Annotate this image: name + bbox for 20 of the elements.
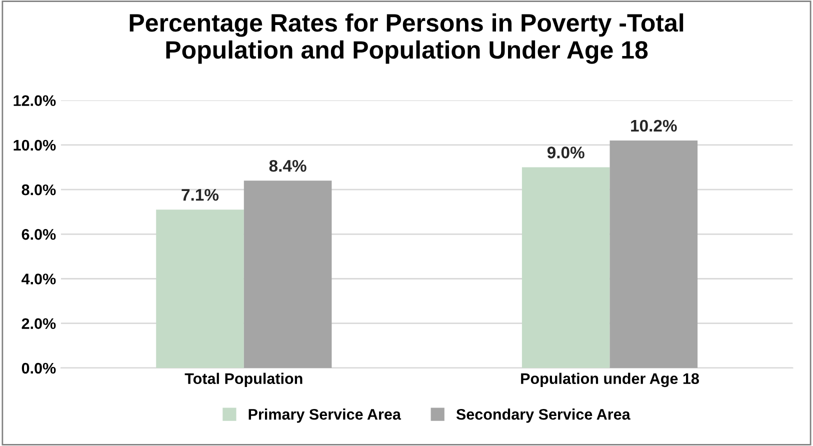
y-tick-label: 4.0% — [22, 274, 56, 284]
x-tick-label: Total Population — [184, 372, 302, 388]
bar — [522, 167, 610, 368]
bar — [610, 140, 698, 368]
y-tick-label: 2.0% — [22, 318, 56, 330]
x-tick-label: Population under Age 18 — [521, 372, 699, 388]
y-tick-label: 12.0% — [14, 95, 56, 106]
legend-label: Primary Service Area — [248, 408, 402, 423]
y-tick-label: 10.0% — [14, 140, 56, 151]
chart-title: Percentage Rates for Persons in Poverty -Total Population and Population Under Age 18 — [130, 13, 684, 64]
bar — [156, 210, 244, 368]
data-label: 9.0% — [547, 146, 584, 158]
bar — [244, 180, 332, 368]
data-label: 8.4% — [269, 160, 306, 172]
y-tick-label: 0.0% — [22, 362, 56, 374]
y-tick-label: 8.0% — [22, 184, 56, 196]
data-label: 10.2% — [631, 120, 677, 132]
y-tick-label: 6.0% — [22, 229, 56, 240]
data-label: 7.1% — [182, 189, 219, 201]
legend-label: Secondary Service Area — [456, 408, 630, 423]
